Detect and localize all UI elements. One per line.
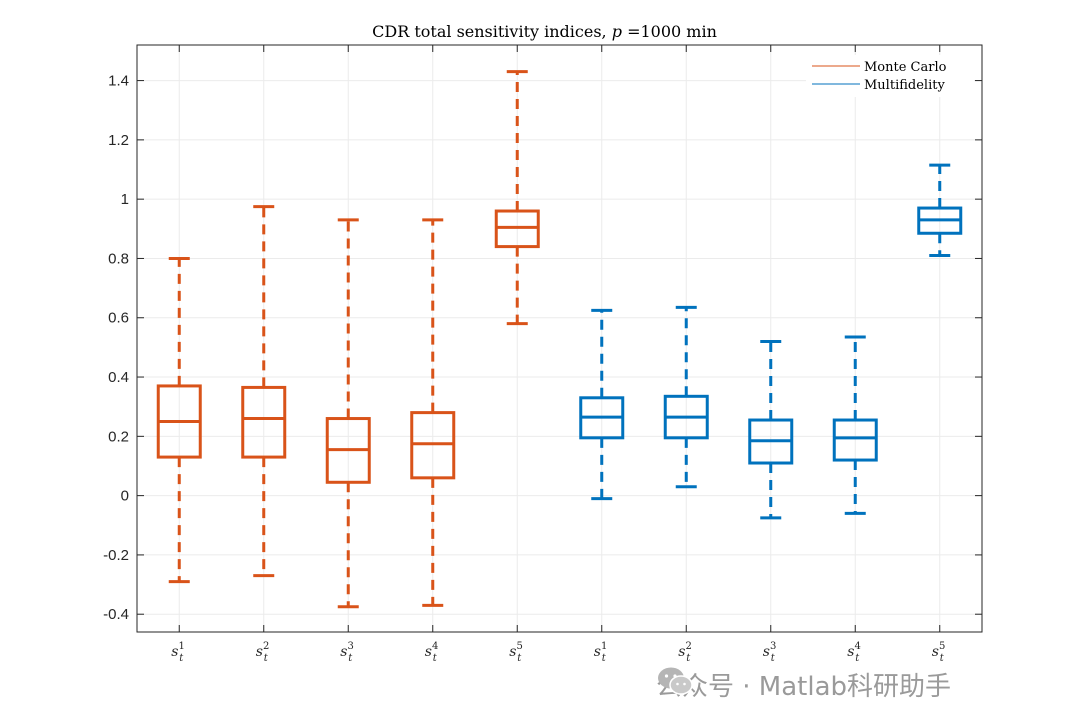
x-tick-base: s [932, 644, 939, 660]
box-group [663, 305, 709, 489]
x-tick-label: s3 t [340, 641, 354, 664]
x-tick-base: s [425, 644, 432, 660]
x-tick-subscript: t [179, 653, 184, 664]
x-tick-subscript: t [855, 653, 860, 664]
box-iqr [241, 385, 287, 459]
x-tick-label: s1 t [594, 641, 608, 664]
x-tick-base: s [678, 644, 685, 660]
box-group [410, 218, 456, 607]
title-variable: p [612, 22, 622, 41]
x-tick-superscript: 2 [685, 641, 691, 652]
x-tick-base: s [171, 644, 178, 660]
box-group [325, 218, 371, 609]
watermark-text: 公众号 · Matlab科研助手 [656, 671, 952, 702]
boxes [156, 70, 963, 609]
x-tick-label: s3 t [763, 641, 777, 664]
y-axis: -0.4 -0.2 0 0.2 0.4 0.6 0.8 1 1.2 1.4 [103, 73, 982, 623]
y-tick-label: 0.8 [108, 250, 129, 267]
legend-label-monte-carlo: Monte Carlo [864, 60, 947, 75]
legend-box [806, 55, 974, 97]
x-axis: s1 t s2 t s3 t s4 t s5 t s1 t s2 t s3 t s4 t s5 t [171, 45, 945, 664]
box-group [832, 335, 878, 515]
x-tick-subscript: t [348, 653, 353, 664]
x-tick-superscript: 4 [432, 641, 438, 652]
x-tick-label: s2 t [678, 641, 692, 664]
y-tick-label: -0.4 [103, 606, 129, 623]
y-tick-label: 0.2 [108, 428, 129, 445]
x-tick-label: s4 t [425, 641, 439, 664]
x-tick-base: s [340, 644, 347, 660]
box-iqr [832, 418, 878, 462]
box-group [579, 308, 625, 501]
x-tick-subscript: t [940, 653, 945, 664]
x-tick-subscript: t [264, 653, 269, 664]
y-tick-label: 0.6 [108, 310, 129, 327]
x-tick-superscript: 1 [601, 641, 607, 652]
chart-title: CDR total sensitivity indices, p =1000 m… [372, 22, 717, 41]
box-group [241, 205, 287, 578]
x-tick-superscript: 4 [854, 641, 860, 652]
y-tick-label: 0.4 [108, 369, 129, 386]
x-tick-base: s [594, 644, 601, 660]
x-tick-superscript: 2 [263, 641, 269, 652]
x-tick-label: s2 t [256, 641, 270, 664]
x-tick-superscript: 3 [347, 641, 353, 652]
x-tick-subscript: t [517, 653, 522, 664]
title-prefix: CDR total sensitivity indices, [372, 22, 612, 41]
box-group [748, 339, 794, 520]
watermark: 公众号 · Matlab科研助手 [656, 666, 951, 702]
x-tick-superscript: 1 [178, 641, 184, 652]
y-tick-label: 0 [121, 488, 129, 505]
y-tick-label: 1 [121, 191, 129, 208]
x-tick-base: s [509, 644, 516, 660]
x-tick-label: s5 t [509, 641, 523, 664]
x-tick-subscript: t [602, 653, 607, 664]
plot-frame [136, 44, 983, 633]
x-tick-superscript: 3 [770, 641, 776, 652]
box-group [156, 256, 202, 584]
x-tick-label: s5 t [932, 641, 946, 664]
y-tick-label: -0.2 [103, 547, 129, 564]
y-tick-label: 1.2 [108, 132, 129, 149]
x-tick-base: s [847, 644, 854, 660]
legend: Monte Carlo Multifidelity [806, 55, 974, 97]
title-suffix: =1000 min [622, 22, 717, 41]
box-group [917, 163, 963, 257]
x-tick-subscript: t [686, 653, 691, 664]
legend-label-multifidelity: Multifidelity [864, 78, 945, 93]
x-tick-label: s1 t [171, 641, 185, 664]
x-tick-subscript: t [433, 653, 438, 664]
x-tick-superscript: 5 [516, 641, 522, 652]
x-tick-base: s [256, 644, 263, 660]
x-tick-label: s4 t [847, 641, 861, 664]
x-tick-superscript: 5 [939, 641, 945, 652]
x-tick-base: s [763, 644, 770, 660]
wechat-icon [658, 667, 693, 695]
y-tick-label: 1.4 [108, 73, 129, 90]
box-group [494, 70, 540, 326]
x-tick-subscript: t [771, 653, 776, 664]
